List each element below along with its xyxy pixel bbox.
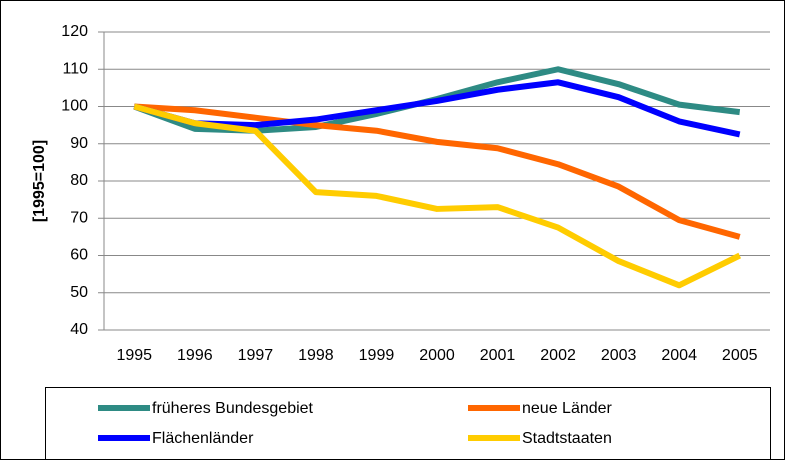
x-tick-label: 1999 bbox=[359, 347, 395, 364]
legend-label: Stadtstaaten bbox=[522, 430, 612, 447]
y-tick-label: 110 bbox=[62, 60, 88, 77]
y-tick-label: 40 bbox=[70, 321, 88, 338]
x-tick-label: 2003 bbox=[601, 347, 637, 364]
x-tick-label: 2002 bbox=[540, 347, 576, 364]
x-tick-label: 2004 bbox=[661, 347, 697, 364]
legend-label: früheres Bundesgebiet bbox=[152, 400, 314, 417]
y-tick-label: 70 bbox=[70, 209, 88, 226]
series-line bbox=[133, 79, 741, 138]
x-tick-label: 1997 bbox=[238, 347, 274, 364]
x-tick-label: 1998 bbox=[298, 347, 334, 364]
y-tick-label: 60 bbox=[70, 247, 88, 264]
x-tick-label: 2000 bbox=[419, 347, 455, 364]
x-tick-label: 1996 bbox=[177, 347, 213, 364]
y-tick-label: 120 bbox=[61, 23, 88, 40]
x-tick-label: 2001 bbox=[480, 347, 516, 364]
legend-label: Flächenländer bbox=[152, 430, 254, 447]
legend-label: neue Länder bbox=[522, 400, 613, 417]
y-axis-label: [1995=100] bbox=[31, 140, 48, 222]
legend bbox=[45, 387, 771, 460]
x-tick-label: 2005 bbox=[722, 347, 758, 364]
y-tick-label: 90 bbox=[70, 135, 88, 152]
x-tick-label: 1995 bbox=[116, 347, 152, 364]
series-line bbox=[134, 103, 741, 240]
y-tick-label: 80 bbox=[70, 172, 88, 189]
series-line bbox=[133, 103, 742, 289]
y-tick-label: 50 bbox=[70, 284, 88, 301]
y-tick-label: 100 bbox=[61, 98, 88, 115]
